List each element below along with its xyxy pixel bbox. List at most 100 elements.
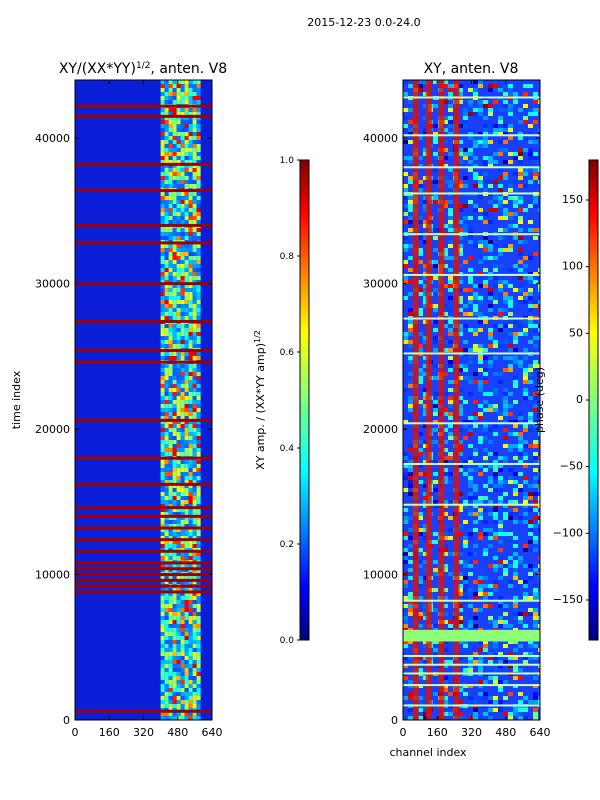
amplitude-cell [196, 264, 201, 268]
amplitude-cell [184, 488, 189, 492]
amplitude-cell [196, 332, 201, 336]
amplitude-cell [180, 208, 185, 212]
amplitude-cell [184, 248, 189, 252]
phase-cell [443, 568, 448, 572]
amplitude-cell [184, 676, 189, 680]
phase-cell [518, 332, 523, 336]
phase-cell [518, 152, 523, 156]
amplitude-cell [188, 416, 193, 420]
phase-cell [463, 176, 468, 180]
amplitude-cell [196, 340, 201, 344]
phase-cell [473, 344, 478, 348]
amplitude-cell [164, 112, 169, 116]
amplitude-cell [164, 304, 169, 308]
amplitude-cell [184, 656, 189, 660]
amplitude-cell [176, 712, 181, 716]
amplitude-xtick-label: 640 [202, 726, 223, 739]
amplitude-cell [184, 196, 189, 200]
phase-cell [423, 372, 428, 376]
phase-cell [498, 560, 503, 564]
phase-cell [533, 328, 538, 332]
amplitude-cell [168, 80, 173, 84]
phase-cell [483, 256, 488, 260]
phase-cell [423, 612, 428, 616]
phase-cell [493, 512, 498, 516]
phase-cell [533, 112, 538, 116]
phase-cell [493, 276, 498, 280]
phase-cell [513, 520, 518, 524]
amplitude-ytick-label: 20000 [35, 423, 70, 436]
phase-cell [458, 572, 463, 576]
amplitude-cell [160, 332, 165, 336]
phase-cell [473, 660, 478, 664]
phase-cell [408, 340, 413, 344]
phase-cell [538, 292, 540, 296]
phase-cell [423, 376, 428, 380]
amplitude-cell [196, 504, 201, 508]
amplitude-cell [196, 120, 201, 124]
amplitude-cell [168, 692, 173, 696]
phase-cell [423, 452, 428, 456]
phase-cell [513, 456, 518, 460]
amplitude-cell [168, 292, 173, 296]
phase-cell [418, 532, 423, 536]
phase-flagged-row [403, 599, 540, 602]
phase-cell [508, 624, 513, 628]
amplitude-cell [168, 296, 173, 300]
amplitude-cell [192, 144, 197, 148]
phase-cell [488, 180, 493, 184]
amplitude-cell [176, 160, 181, 164]
amplitude-cell [176, 276, 181, 280]
phase-cell [483, 468, 488, 472]
amplitude-cell [184, 216, 189, 220]
amplitude-cell [168, 596, 173, 600]
amplitude-cell [168, 288, 173, 292]
phase-cell [533, 584, 538, 588]
phase-cell [418, 612, 423, 616]
phase-cell [488, 528, 493, 532]
phase-cell [458, 252, 463, 256]
phase-cell [528, 520, 533, 524]
phase-cell [403, 572, 408, 576]
amplitude-cell [196, 244, 201, 248]
amplitude-cell [160, 424, 165, 428]
amplitude-cell [164, 220, 169, 224]
amplitude-cell [196, 180, 201, 184]
phase-cell [418, 668, 423, 672]
phase-cell [528, 112, 533, 116]
phase-cell [478, 260, 483, 264]
phase-cell [468, 668, 473, 672]
amplitude-cell [192, 388, 197, 392]
amplitude-cell [196, 88, 201, 92]
phase-cell [408, 472, 413, 476]
phase-cell [483, 548, 488, 552]
phase-cell [408, 380, 413, 384]
amplitude-cell [172, 172, 177, 176]
phase-cell [508, 128, 513, 132]
amplitude-cell [192, 276, 197, 280]
amplitude-cell [184, 292, 189, 296]
phase-cell [538, 488, 540, 492]
amplitude-cell [168, 412, 173, 416]
phase-cell [493, 484, 498, 488]
phase-cell [473, 296, 478, 300]
phase-cell [443, 120, 448, 124]
amplitude-cell [196, 664, 201, 668]
phase-cell [538, 284, 540, 288]
amplitude-cell [176, 444, 181, 448]
amplitude-cell [160, 632, 165, 636]
amplitude-cell [180, 148, 185, 152]
phase-cell [463, 540, 468, 544]
amplitude-cell [184, 380, 189, 384]
phase-cell [493, 564, 498, 568]
amplitude-cell [160, 524, 165, 528]
amplitude-cell [196, 556, 201, 560]
phase-cell [493, 452, 498, 456]
amplitude-colorbar-label-exponent: 1/2 [253, 330, 262, 343]
phase-cell [478, 132, 483, 136]
amplitude-cell [172, 468, 177, 472]
phase-cell [423, 208, 428, 212]
amplitude-cell [168, 620, 173, 624]
phase-cell [523, 656, 528, 660]
